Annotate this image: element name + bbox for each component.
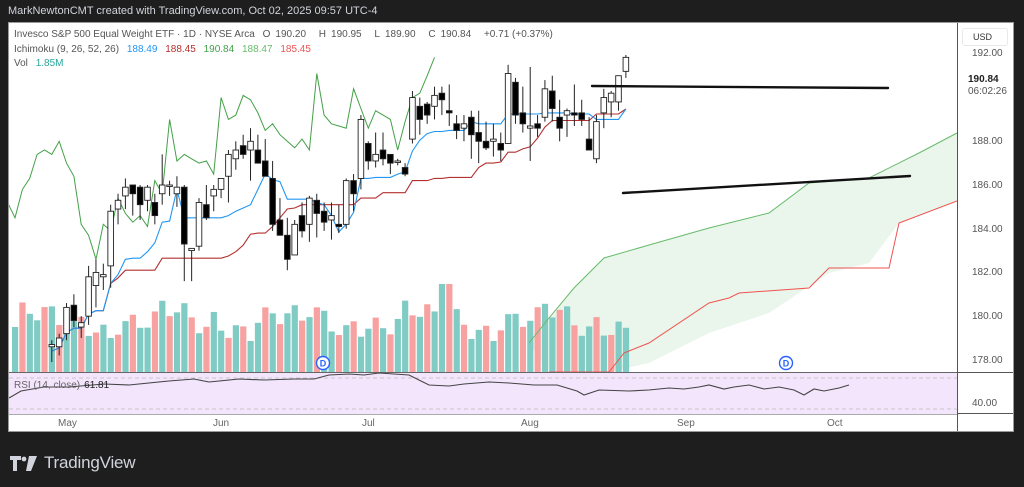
senkou-b-value: 185.45 bbox=[280, 43, 311, 55]
time-tick-jul: Jul bbox=[362, 418, 375, 429]
time-tick-may: May bbox=[58, 418, 77, 429]
attribution-bar: MarkNewtonCMT created with TradingView.c… bbox=[0, 0, 1024, 22]
legend-ichimoku-row: Ichimoku (9, 26, 52, 26) 188.49 188.45 1… bbox=[14, 43, 558, 58]
price-tick: 178.00 bbox=[972, 355, 1003, 366]
price-tick: 180.00 bbox=[972, 311, 1003, 322]
kijun-value: 188.45 bbox=[165, 43, 196, 55]
last-price-label: 190.84 bbox=[968, 74, 999, 85]
axis-divider bbox=[957, 413, 1013, 414]
rsi-legend: RSI (14, close) 61.81 bbox=[14, 380, 109, 391]
svg-text:D: D bbox=[783, 359, 790, 369]
legend: Invesco S&P 500 Equal Weight ETF · 1D · … bbox=[14, 28, 558, 72]
volume-value: 1.85M bbox=[35, 58, 64, 69]
tenkan-value: 188.49 bbox=[126, 43, 158, 55]
bar-countdown: 06:02:26 bbox=[968, 86, 1007, 97]
candlesticks bbox=[48, 54, 630, 363]
currency-button[interactable]: USD bbox=[962, 28, 1008, 46]
ohlc-open: O 190.20 bbox=[262, 29, 307, 40]
legend-symbol-row: Invesco S&P 500 Equal Weight ETF · 1D · … bbox=[14, 28, 558, 43]
senkou-a-value: 188.47 bbox=[241, 43, 273, 55]
ohlc-low: L 189.90 bbox=[374, 29, 416, 40]
time-axis[interactable] bbox=[9, 414, 957, 431]
price-tick: 184.00 bbox=[972, 224, 1003, 235]
legend-volume-row: Vol 1.85M bbox=[14, 57, 558, 72]
price-tick: 186.00 bbox=[972, 180, 1003, 191]
trendlines bbox=[590, 84, 912, 195]
rsi-pane-bg bbox=[9, 373, 957, 414]
price-tick: 192.00 bbox=[972, 48, 1003, 59]
rsi-label[interactable]: RSI (14, close) bbox=[14, 380, 81, 391]
ichimoku-cloud bbox=[529, 133, 957, 372]
brand-name: TradingView bbox=[44, 453, 136, 472]
price-tick: 182.00 bbox=[972, 267, 1003, 278]
rsi-tick: 40.00 bbox=[972, 398, 998, 409]
time-tick-oct: Oct bbox=[827, 418, 843, 429]
volume-bars bbox=[12, 284, 630, 372]
ohlc-high: H 190.95 bbox=[318, 29, 362, 40]
tradingview-logo[interactable]: TradingView bbox=[10, 453, 136, 473]
price-axis[interactable] bbox=[957, 23, 1013, 431]
time-tick-jun: Jun bbox=[213, 418, 230, 429]
price-tick: 188.00 bbox=[972, 136, 1003, 147]
volume-label[interactable]: Vol bbox=[14, 58, 28, 69]
ohlc-close: C 190.84 bbox=[428, 29, 472, 40]
rsi-value: 61.81 bbox=[84, 380, 110, 391]
tradingview-logo-icon bbox=[10, 455, 37, 471]
time-tick-aug: Aug bbox=[521, 418, 539, 429]
price-change: +0.71 (+0.37%) bbox=[483, 29, 553, 40]
time-tick-sep: Sep bbox=[677, 418, 695, 429]
ichimoku-label[interactable]: Ichimoku (9, 26, 52, 26) bbox=[14, 43, 120, 55]
symbol-name[interactable]: Invesco S&P 500 Equal Weight ETF · 1D · … bbox=[14, 29, 255, 40]
rsi-line bbox=[9, 372, 850, 399]
axis-divider bbox=[957, 372, 1013, 373]
svg-text:D: D bbox=[320, 359, 327, 369]
chikou-value: 190.84 bbox=[203, 43, 235, 55]
